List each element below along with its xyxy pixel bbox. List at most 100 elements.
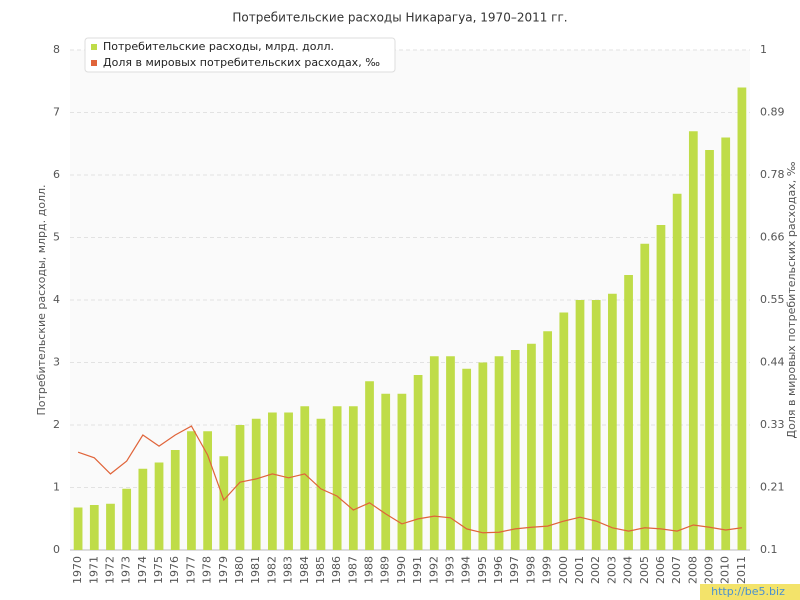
legend-marker (91, 60, 97, 66)
bar (316, 418, 326, 550)
x-tick-label: 1974 (136, 556, 149, 584)
x-tick-label: 1982 (265, 556, 278, 584)
bar (640, 243, 650, 550)
x-tick-label: 2006 (654, 556, 667, 584)
x-tick-label: 2007 (670, 556, 683, 584)
bar (187, 431, 196, 550)
y-tick-label: 8 (53, 43, 60, 56)
x-tick-label: 1992 (427, 556, 440, 584)
y-tick-label: 4 (53, 293, 60, 306)
x-tick-label: 1980 (233, 556, 246, 584)
bar (446, 356, 455, 550)
bar (624, 275, 633, 550)
x-tick-label: 2002 (589, 556, 602, 584)
x-tick-label: 1971 (87, 556, 100, 584)
x-tick-label: 1994 (460, 556, 473, 584)
bar (688, 131, 698, 550)
x-tick-label: 1987 (346, 556, 359, 584)
bar (235, 425, 245, 550)
bar (462, 368, 472, 550)
x-tick-label: 1989 (379, 556, 392, 584)
x-tick-label: 1983 (282, 556, 295, 584)
x-tick-label: 1998 (524, 556, 537, 584)
bar (510, 350, 520, 550)
y-tick-label: 7 (53, 106, 60, 119)
x-tick-label: 1981 (249, 556, 262, 584)
bar (170, 450, 180, 550)
x-tick-label: 2004 (622, 556, 635, 584)
x-tick-label: 1990 (395, 556, 408, 584)
bar (365, 381, 374, 550)
bar (348, 406, 358, 550)
x-tick-label: 1986 (330, 556, 343, 584)
x-tick-label: 1970 (71, 556, 84, 584)
bar (543, 331, 552, 550)
y-tick-label: 3 (53, 356, 60, 369)
x-tick-label: 1972 (103, 556, 116, 584)
y2-tick-label: 1 (760, 43, 767, 56)
bar (559, 312, 569, 550)
bar (154, 462, 164, 550)
x-tick-label: 2000 (557, 556, 570, 584)
bar (89, 505, 99, 550)
bar (381, 393, 391, 550)
y2-tick-label: 0.44 (760, 356, 785, 369)
x-tick-label: 1975 (152, 556, 165, 584)
bar (268, 412, 277, 550)
y2-tick-label: 0.1 (760, 543, 778, 556)
legend-label: Доля в мировых потребительских расходах,… (103, 56, 380, 69)
x-tick-label: 1993 (443, 556, 456, 584)
bar (737, 87, 747, 550)
x-tick-label: 1979 (217, 556, 230, 584)
x-tick-label: 1984 (298, 556, 311, 584)
bar (672, 193, 682, 550)
y-tick-label: 0 (53, 543, 60, 556)
bar (413, 375, 423, 550)
y-tick-label: 5 (53, 231, 60, 244)
y2-tick-label: 0.33 (760, 418, 785, 431)
bar (106, 503, 115, 550)
bar (332, 406, 342, 550)
legend-box (84, 37, 396, 73)
x-tick-label: 2009 (703, 556, 716, 584)
bar (591, 300, 601, 550)
watermark-bg (700, 584, 800, 600)
x-tick-label: 1988 (363, 556, 376, 584)
y-tick-label: 2 (53, 418, 60, 431)
y-tick-label: 1 (53, 481, 60, 494)
y2-tick-label: 0.78 (760, 168, 785, 181)
x-tick-label: 2008 (686, 556, 699, 584)
y2-tick-label: 0.66 (760, 231, 785, 244)
bar (138, 468, 148, 550)
y2-tick-label: 0.21 (760, 481, 785, 494)
x-tick-label: 2005 (638, 556, 651, 584)
bar (721, 137, 731, 550)
x-tick-label: 2010 (719, 556, 732, 584)
x-tick-label: 1978 (201, 556, 214, 584)
watermark: http://be5.biz (711, 585, 785, 598)
x-tick-label: 1985 (314, 556, 327, 584)
x-tick-label: 1991 (411, 556, 424, 584)
x-tick-label: 1973 (120, 556, 133, 584)
bar (494, 356, 504, 550)
bar (203, 431, 212, 550)
bar (122, 488, 132, 550)
bar (527, 343, 536, 550)
bar (251, 418, 261, 550)
bar (284, 412, 293, 550)
bar (73, 507, 83, 550)
x-tick-label: 1977 (184, 556, 197, 584)
y-axis-label: Потребительские расходы, млрд. долл. (35, 185, 48, 416)
bar (656, 225, 666, 550)
legend-label: Потребительские расходы, млрд. долл. (103, 40, 334, 53)
bar (397, 393, 407, 550)
x-tick-label: 2001 (573, 556, 586, 584)
chart-title: Потребительские расходы Никарагуа, 1970–… (232, 11, 567, 25)
bar (300, 406, 310, 550)
y2-tick-label: 0.55 (760, 293, 785, 306)
bar (219, 456, 229, 550)
bar (429, 356, 439, 550)
x-tick-label: 2003 (605, 556, 618, 584)
bar (705, 150, 714, 550)
